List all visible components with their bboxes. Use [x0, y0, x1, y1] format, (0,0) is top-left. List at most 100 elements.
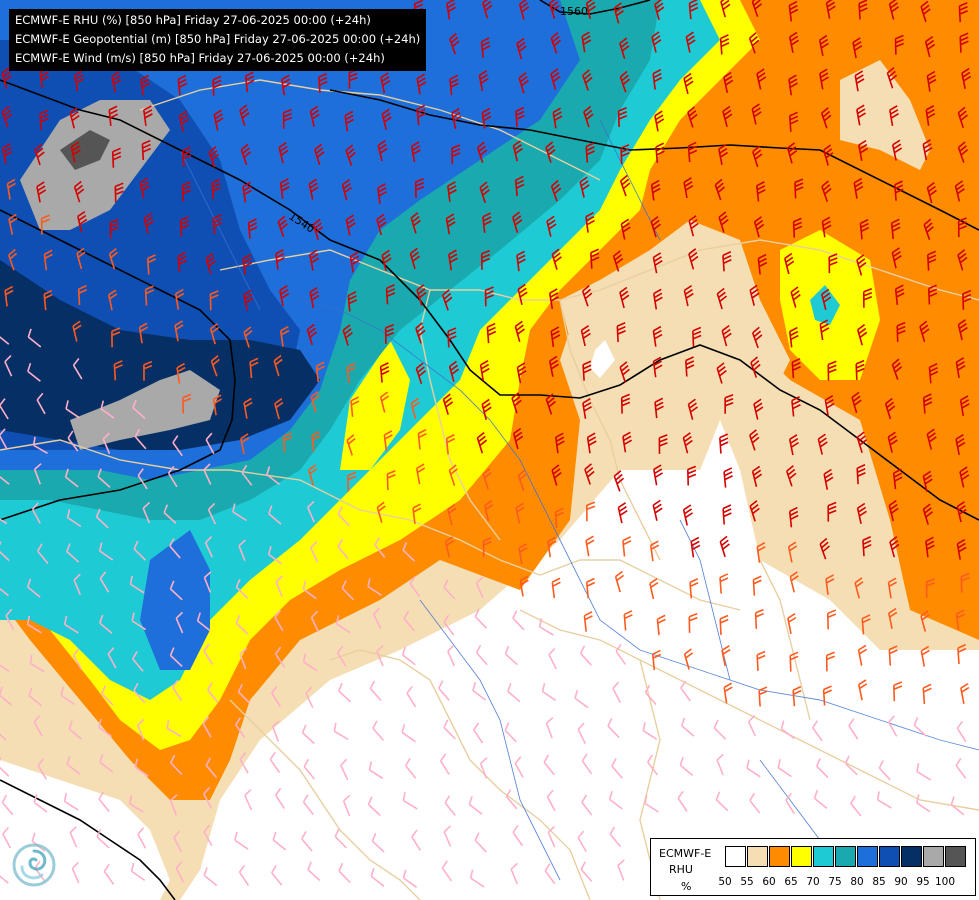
- wind-barb: [403, 610, 415, 632]
- wind-barb: [650, 179, 661, 201]
- wind-barb: [857, 644, 868, 666]
- wind-barb-stroke: [1, 105, 13, 128]
- wind-barb-stroke: [828, 253, 838, 274]
- wind-barb-stroke: [612, 250, 624, 272]
- wind-barb-stroke: [746, 759, 761, 778]
- river-line: [599, 119, 661, 241]
- wind-barb-stroke: [142, 501, 151, 524]
- wind-barb: [60, 686, 75, 706]
- wind-barb: [238, 539, 246, 561]
- wind-barb-stroke: [680, 680, 691, 702]
- wind-barb: [442, 393, 454, 415]
- wind-barb-stroke: [586, 432, 597, 454]
- wind-barb: [512, 610, 525, 631]
- rhu-zone-blue-south: [140, 530, 210, 670]
- wind-barb: [554, 432, 565, 454]
- wind-barb-stroke: [437, 680, 450, 701]
- wind-barb-stroke: [714, 178, 726, 201]
- wind-barb-stroke: [2, 826, 12, 849]
- wind-barb-stroke: [416, 104, 426, 126]
- wind-barb-stroke: [687, 106, 698, 128]
- wind-barb: [962, 289, 972, 310]
- wind-barb: [482, 537, 492, 558]
- wind-barb-stroke: [274, 787, 286, 809]
- wind-barb-stroke: [203, 571, 212, 593]
- wind-barb-stroke: [205, 757, 218, 779]
- wind-barb-stroke: [752, 145, 763, 168]
- wind-barb-stroke: [0, 756, 10, 777]
- wind-barb: [545, 141, 556, 163]
- border-line: [519, 609, 979, 811]
- wind-barb-stroke: [43, 289, 53, 311]
- wind-barb-stroke: [585, 0, 596, 19]
- wind-barb: [956, 501, 967, 523]
- wind-barb: [139, 177, 150, 199]
- contour-1560: [539, 0, 651, 15]
- wind-barb-stroke: [101, 685, 114, 706]
- wind-barb-stroke: [182, 393, 192, 414]
- wind-barb-stroke: [372, 607, 382, 629]
- wind-barb: [439, 753, 450, 775]
- wind-barb: [823, 144, 834, 166]
- wind-barb: [337, 506, 350, 527]
- wind-barb-stroke: [644, 794, 659, 813]
- wind-barb-stroke: [721, 325, 732, 347]
- legend-swatch: [879, 846, 900, 867]
- wind-barb: [749, 429, 760, 451]
- wind-barb-stroke: [203, 867, 218, 887]
- wind-barb-stroke: [585, 142, 595, 163]
- wind-barb-stroke: [138, 322, 148, 344]
- wind-barb-stroke: [70, 141, 81, 163]
- wind-barb: [957, 319, 968, 341]
- wind-barb-stroke: [449, 74, 459, 96]
- river-line: [299, 299, 979, 751]
- wind-barb-stroke: [26, 615, 42, 634]
- wind-barb: [367, 796, 381, 817]
- wind-barb: [819, 68, 830, 90]
- wind-barb-stroke: [579, 176, 590, 198]
- wind-barb: [279, 285, 290, 307]
- legend-swatch: [791, 846, 812, 867]
- wind-barb: [582, 69, 593, 91]
- wind-barb-stroke: [4, 285, 14, 307]
- wind-barb: [642, 722, 658, 740]
- wind-barb-stroke: [482, 212, 492, 233]
- wind-barb-stroke: [474, 608, 488, 629]
- wind-barb-stroke: [279, 285, 290, 307]
- wind-barb: [143, 105, 153, 126]
- wind-barb: [516, 250, 526, 272]
- wind-barb: [473, 722, 484, 744]
- wind-barb-stroke: [654, 0, 665, 21]
- wind-barb-stroke: [143, 105, 153, 126]
- wind-barb: [443, 579, 456, 600]
- wind-barb: [203, 571, 212, 593]
- wind-barb-stroke: [72, 358, 83, 380]
- wind-barb: [275, 575, 283, 597]
- wind-barb-stroke: [0, 398, 9, 420]
- wind-barb: [894, 180, 904, 201]
- wind-barb: [402, 869, 418, 888]
- legend-tick: 95: [916, 876, 930, 888]
- wind-barb: [746, 759, 761, 778]
- wind-barb-stroke: [137, 468, 148, 490]
- wind-barb: [472, 681, 487, 701]
- wind-barb: [368, 761, 384, 780]
- wind-barb-stroke: [514, 320, 525, 343]
- wind-barb-stroke: [271, 685, 281, 708]
- legend-model: ECMWF-E: [659, 847, 712, 860]
- wind-barb-stroke: [140, 74, 151, 96]
- wind-barb-stroke: [310, 610, 320, 633]
- wind-barb-stroke: [97, 468, 111, 488]
- wind-barb: [169, 794, 178, 816]
- wind-barb: [5, 608, 15, 631]
- wind-barb-stroke: [507, 683, 521, 703]
- wind-barb-stroke: [381, 249, 392, 271]
- wind-barb: [338, 862, 351, 883]
- wind-barb-stroke: [173, 830, 183, 853]
- wind-barb: [789, 651, 799, 672]
- wind-barb-stroke: [134, 428, 147, 450]
- wind-barb: [169, 538, 181, 559]
- wind-barb-stroke: [888, 499, 899, 522]
- wind-barb-stroke: [36, 392, 46, 415]
- wind-barb-stroke: [715, 791, 729, 812]
